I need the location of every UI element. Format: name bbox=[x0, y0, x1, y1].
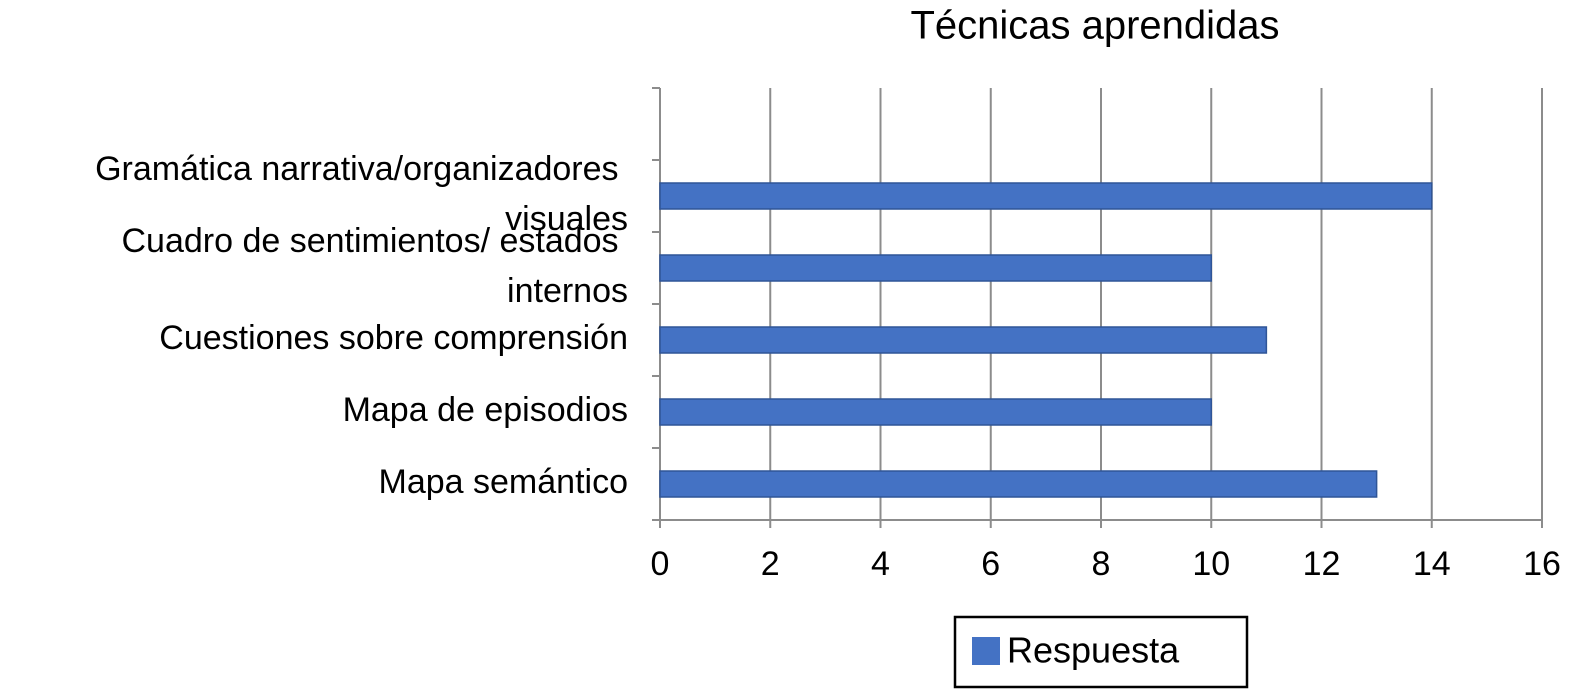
bar bbox=[659, 254, 1212, 282]
legend-swatch bbox=[972, 637, 1000, 665]
chart-title: Técnicas aprendidas bbox=[910, 4, 1279, 48]
x-tick-label: 4 bbox=[871, 545, 890, 583]
bar bbox=[659, 470, 1378, 498]
y-tick-label: Gramática narrativa/organizadores visual… bbox=[95, 150, 628, 238]
bar bbox=[659, 182, 1433, 210]
x-tick-label: 16 bbox=[1523, 545, 1561, 583]
y-tick-label: Mapa semántico bbox=[379, 463, 628, 501]
bar bbox=[659, 398, 1212, 426]
bar bbox=[659, 326, 1268, 354]
x-tick-label: 12 bbox=[1303, 545, 1341, 583]
y-tick-label: Cuestiones sobre comprensión bbox=[159, 319, 628, 357]
y-tick-label: Cuadro de sentimientos/ estados internos bbox=[121, 222, 628, 310]
x-tick-label: 6 bbox=[981, 545, 1000, 583]
legend-label: Respuesta bbox=[1007, 630, 1180, 671]
x-tick-label: 2 bbox=[761, 545, 780, 583]
x-tick-label: 0 bbox=[651, 545, 670, 583]
legend-box bbox=[953, 615, 1249, 689]
x-tick-label: 10 bbox=[1192, 545, 1230, 583]
x-tick-label: 14 bbox=[1413, 545, 1451, 583]
x-tick-label: 8 bbox=[1092, 545, 1111, 583]
y-tick-label: Mapa de episodios bbox=[343, 391, 628, 429]
